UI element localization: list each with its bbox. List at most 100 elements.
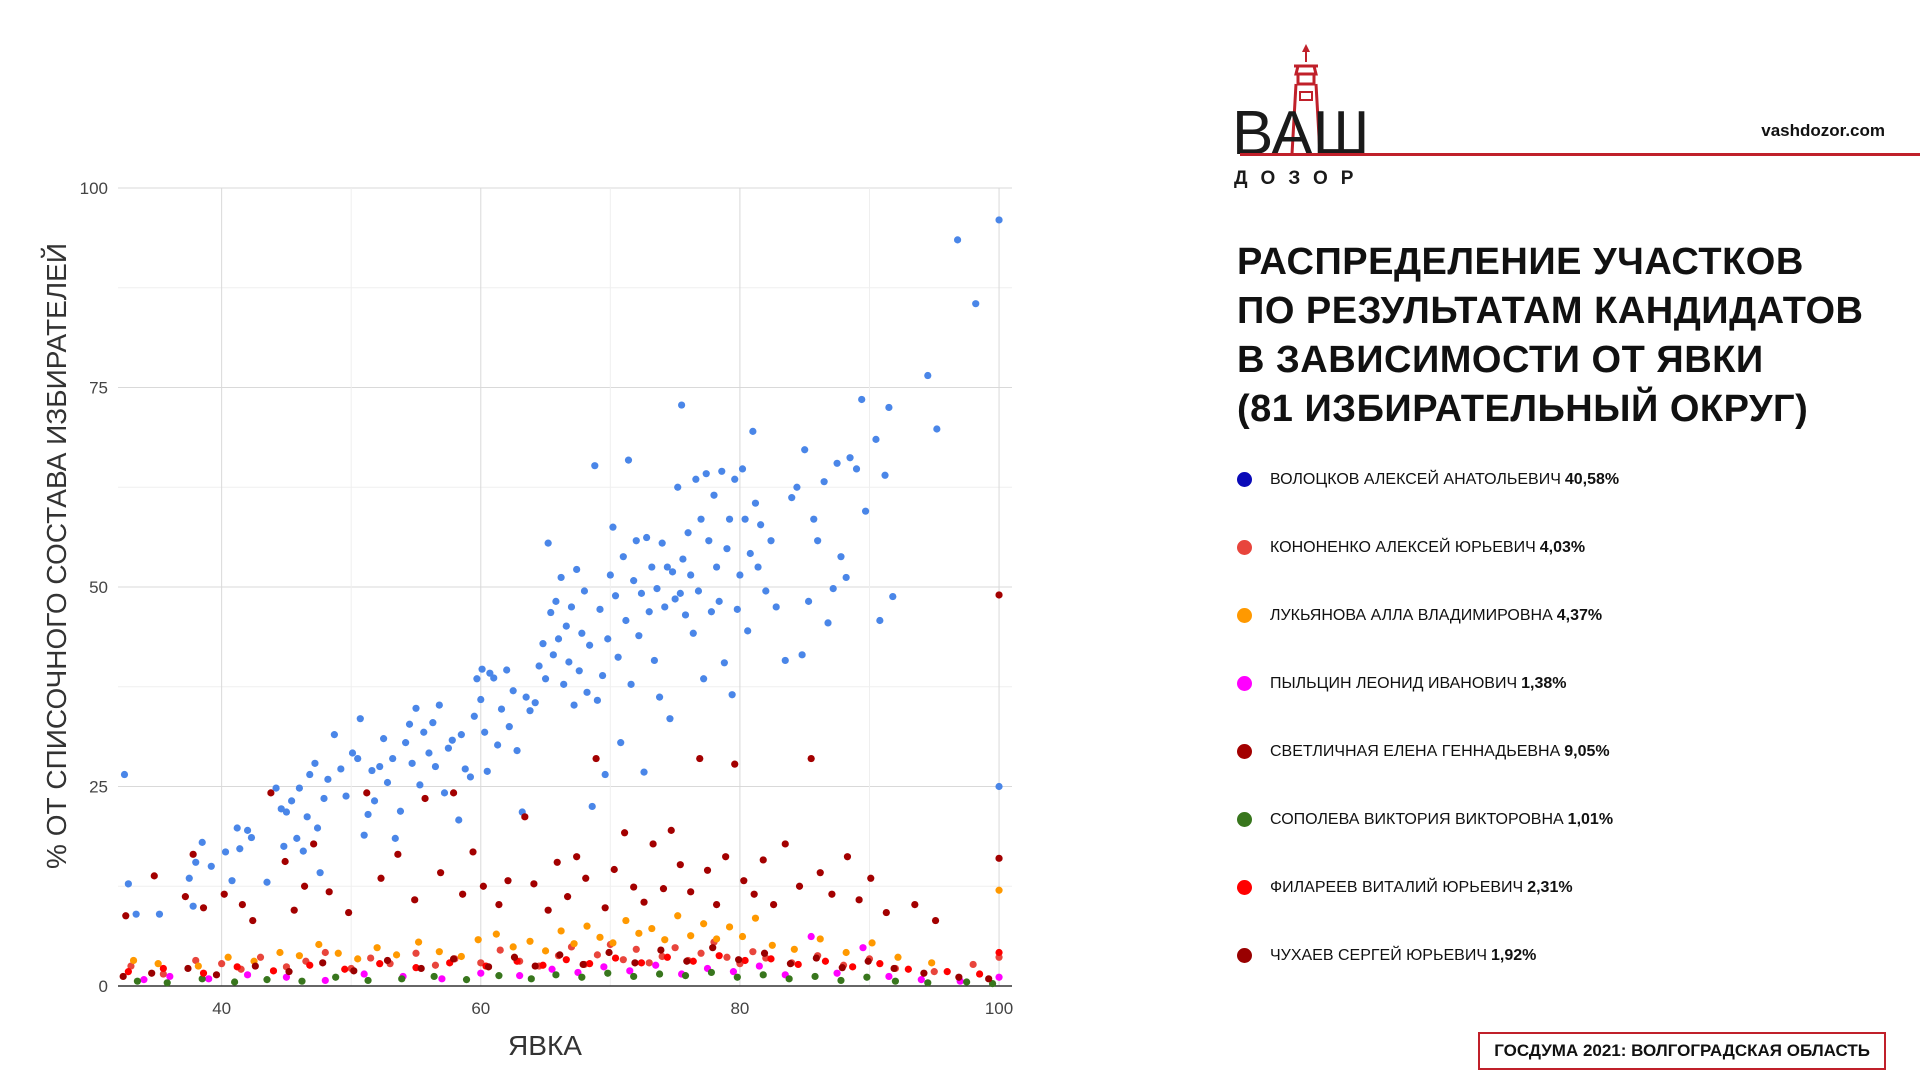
data-point (702, 470, 710, 478)
data-point (700, 675, 708, 683)
logo-underline (1240, 153, 1356, 156)
data-point (798, 651, 806, 659)
data-point (768, 941, 776, 949)
data-point (885, 972, 893, 981)
data-point (526, 707, 534, 715)
data-point (299, 847, 307, 855)
data-point (516, 972, 524, 980)
data-point (770, 901, 778, 909)
data-point (738, 465, 747, 473)
data-point (904, 965, 912, 973)
data-point (683, 957, 691, 965)
data-point (867, 874, 875, 882)
data-point (649, 840, 657, 848)
logo-subtitle: ДОЗОР (1234, 168, 1367, 189)
data-point (370, 797, 379, 805)
data-point (712, 935, 721, 943)
data-point (781, 656, 789, 665)
data-point (547, 608, 555, 617)
data-point (658, 539, 666, 547)
data-point (155, 910, 164, 918)
data-point (356, 715, 364, 723)
data-point (891, 977, 899, 985)
data-point (881, 471, 889, 479)
data-point (955, 973, 963, 981)
data-point (689, 629, 697, 637)
data-point (437, 869, 445, 877)
data-point (192, 956, 200, 965)
data-point (829, 584, 837, 593)
data-point (700, 920, 708, 928)
grid-lines (118, 187, 1012, 987)
data-point (295, 952, 303, 960)
data-point (723, 953, 731, 961)
data-point (601, 770, 609, 779)
data-point (674, 912, 682, 920)
data-point (807, 932, 815, 941)
data-point (199, 904, 208, 912)
data-point (332, 973, 340, 981)
data-point (833, 459, 841, 467)
legend-dot-icon (1237, 812, 1252, 827)
legend-label: СОПОЛЕВА ВИКТОРИЯ ВИКТОРОВНА 1,01% (1270, 811, 1614, 828)
data-point (449, 789, 458, 797)
data-point (306, 770, 314, 779)
data-point (801, 446, 809, 454)
data-point (735, 956, 743, 964)
data-point (319, 959, 327, 967)
data-point (510, 953, 519, 961)
data-point (671, 944, 679, 952)
data-point (509, 943, 517, 951)
data-point (325, 888, 333, 896)
legend-label: СВЕТЛИЧНАЯ ЕЛЕНА ГЕННАДЬЕВНА 9,05% (1270, 743, 1610, 760)
data-point (824, 619, 832, 627)
data-point (205, 975, 213, 983)
data-point (360, 831, 368, 839)
data-point (198, 838, 206, 846)
legend-dot-icon (1237, 948, 1252, 963)
data-point (556, 951, 564, 959)
data-point (868, 939, 876, 947)
data-points (119, 216, 1003, 988)
legend-label: ВОЛОЦКОВ АЛЕКСЕЙ АНАТОЛЬЕВИЧ 40,58% (1270, 471, 1620, 488)
data-point (563, 893, 572, 901)
data-point (710, 491, 718, 499)
data-point (127, 962, 135, 970)
data-point (876, 616, 884, 625)
data-point (928, 959, 936, 967)
y-tick-label: 75 (89, 379, 108, 398)
data-point (448, 736, 456, 744)
data-point (648, 924, 656, 933)
data-point (635, 632, 643, 640)
data-point (632, 537, 640, 545)
site-link[interactable]: vashdozor.com (1761, 121, 1885, 140)
data-point (199, 969, 208, 977)
data-point (298, 977, 306, 985)
data-point (750, 890, 758, 898)
data-point (741, 515, 749, 523)
data-point (477, 959, 485, 967)
data-point (414, 938, 423, 946)
legend-item: ФИЛАРЕЕВ ВИТАЛИЙ ЮРЬЕВИЧ 2,31% (1237, 878, 1897, 946)
data-point (570, 701, 578, 709)
data-point (364, 976, 372, 985)
data-point (718, 467, 726, 475)
data-point (509, 687, 517, 695)
data-point (619, 553, 627, 561)
data-point (421, 794, 429, 803)
data-point (762, 587, 770, 595)
data-point (163, 979, 171, 987)
data-point (882, 908, 890, 917)
data-point (473, 675, 481, 683)
data-point (863, 973, 871, 981)
data-point (648, 563, 656, 571)
data-point (930, 968, 938, 976)
data-point (251, 962, 259, 970)
data-point (449, 955, 458, 963)
data-point (593, 696, 601, 704)
data-point (740, 877, 748, 885)
data-point (592, 754, 600, 763)
data-point (544, 539, 552, 547)
data-point (846, 454, 854, 462)
data-point (678, 401, 686, 409)
